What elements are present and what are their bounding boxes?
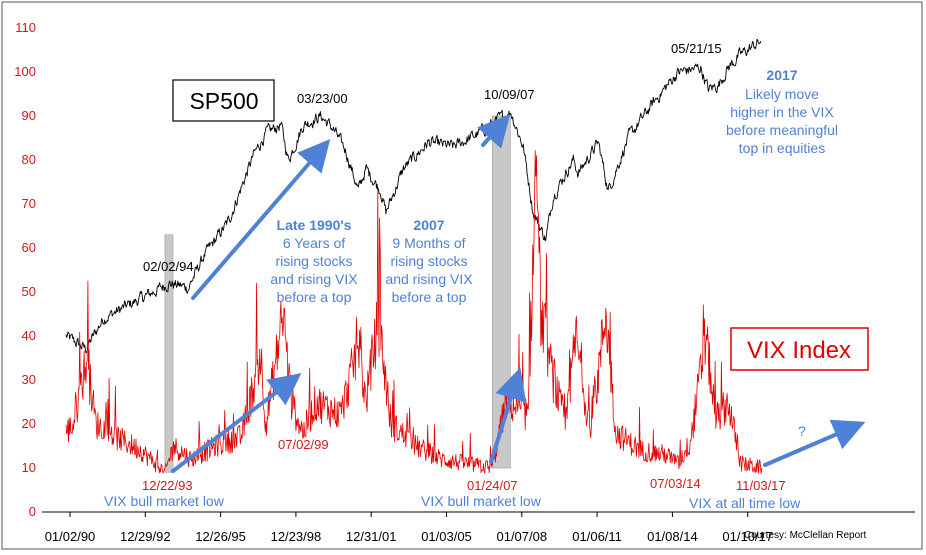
shaded-region [492, 115, 511, 469]
annotation-020294: 02/02/94 [143, 259, 194, 274]
vix-series-line [65, 150, 763, 475]
x-axis: 01/02/90 12/29/92 12/26/95 12/23/98 12/31/01… [45, 512, 773, 544]
courtesy-label: Courtesy: McClellan Report [744, 530, 866, 541]
y-tick-label: 50 [22, 284, 36, 299]
y-tick-label: 20 [22, 416, 36, 431]
late-1990s-line-2: rising stocks [275, 253, 352, 269]
late-1990s-line-1: 6 Years of [283, 235, 345, 251]
late-1990s-note: Late 1990's 6 Years of rising stocks and… [270, 217, 358, 305]
late-1990s-title: Late 1990's [277, 217, 352, 233]
note-2007: 2007 9 Months of rising stocks and risin… [385, 217, 473, 305]
annotation-100907: 10/09/07 [484, 87, 535, 102]
note-2017-line-4: top in equities [739, 140, 825, 156]
blue-arrows [171, 113, 866, 473]
vix-title: VIX Index [747, 337, 851, 364]
x-tick-label: 01/02/90 [45, 529, 96, 544]
x-tick-label: 01/07/08 [496, 529, 547, 544]
annotation-052115: 05/21/15 [671, 41, 722, 56]
x-tick-label: 01/10/17 [722, 529, 773, 544]
annotation-032300: 03/23/00 [297, 91, 348, 106]
vix-low-note-2: VIX bull market low [421, 493, 542, 509]
y-tick-label: 0 [29, 504, 36, 519]
arrow-vix-2017 [763, 419, 866, 467]
question-mark: ? [798, 423, 806, 439]
note-2007-line-4: before a top [392, 289, 467, 305]
arrow-sp-2007 [477, 113, 511, 149]
x-tick-label: 01/06/11 [572, 529, 622, 544]
y-tick-label: 70 [22, 196, 36, 211]
vix-low-note-1: VIX bull market low [104, 493, 225, 509]
sp500-series-line [65, 38, 762, 354]
vix-title-box [730, 327, 869, 371]
shaded-region [164, 234, 174, 473]
note-2007-line-1: 9 Months of [392, 235, 465, 251]
y-tick-label: 60 [22, 240, 36, 255]
x-tick-label: 01/08/14 [647, 529, 698, 544]
vix-low-note-3: VIX at all time low [689, 495, 801, 511]
annotation-110317: 11/03/17 [736, 478, 786, 493]
sp500-title-box [172, 79, 275, 122]
late-1990s-line-4: before a top [277, 289, 352, 305]
note-2007-title: 2007 [413, 217, 444, 233]
y-tick-label: 80 [22, 152, 36, 167]
y-tick-label: 90 [22, 108, 36, 123]
note-2017-line-2: higher in the VIX [730, 104, 834, 120]
y-tick-label: 110 [15, 20, 36, 35]
y-tick-label: 30 [22, 372, 36, 387]
annotation-070299: 07/02/99 [278, 437, 329, 452]
arrow-sp-1990s [191, 138, 331, 300]
sp500-title: SP500 [189, 88, 258, 114]
x-tick-label: 12/26/95 [195, 529, 246, 544]
annotation-122293: 12/22/93 [142, 478, 193, 493]
arrow-vix-1990s [171, 373, 302, 473]
x-tick-label: 12/23/98 [271, 529, 322, 544]
x-tick-label: 01/03/05 [421, 529, 472, 544]
series-lines [65, 38, 763, 475]
note-2017-line-1: Likely move [745, 86, 819, 102]
y-tick-label: 10 [22, 460, 36, 475]
note-2007-line-3: and rising VIX [385, 271, 473, 287]
x-tick-label: 12/31/01 [346, 529, 397, 544]
y-tick-label: 100 [14, 64, 36, 79]
annotation-070314: 07/03/14 [650, 476, 701, 491]
arrow-vix-2007 [489, 367, 527, 464]
late-1990s-line-3: and rising VIX [270, 271, 358, 287]
note-2007-line-2: rising stocks [390, 253, 467, 269]
note-2017: 2017 Likely move higher in the VIX befor… [726, 67, 838, 156]
y-tick-label: 40 [22, 328, 36, 343]
note-2017-line-3: before meaningful [726, 122, 838, 138]
x-tick-label: 12/29/92 [120, 529, 171, 544]
note-2017-title: 2017 [766, 67, 797, 83]
annotation-012407: 01/24/07 [467, 478, 518, 493]
y-axis: 0 10 20 30 40 50 60 70 80 90 100 110 [14, 20, 36, 519]
